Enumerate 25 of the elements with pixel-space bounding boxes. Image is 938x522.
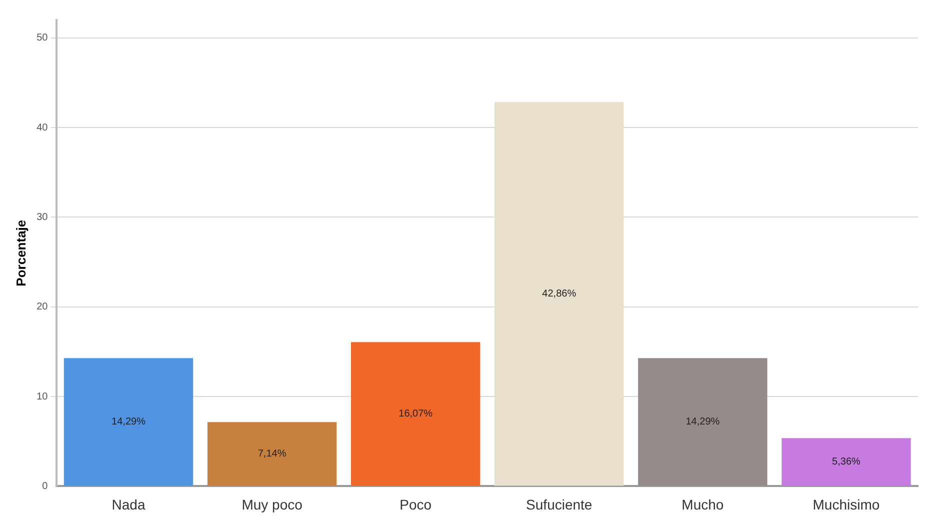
bar — [350, 342, 480, 486]
x-tick-label: Sufuciente — [526, 496, 592, 512]
x-tick-label: Nada — [112, 496, 146, 512]
y-tick-label: 10 — [36, 391, 48, 402]
data-label: 14,29% — [112, 416, 146, 428]
y-tick-label: 20 — [36, 302, 48, 313]
bar — [494, 102, 624, 486]
data-label: 42,86% — [542, 288, 576, 300]
data-label: 14,29% — [686, 416, 720, 428]
x-tick-label: Muchisimo — [812, 496, 880, 512]
data-label: 7,14% — [258, 448, 286, 460]
x-tick-label: Poco — [400, 496, 432, 512]
bar — [64, 358, 194, 486]
data-label: 16,07% — [398, 408, 433, 420]
data-label: 5,36% — [832, 456, 861, 468]
bar — [638, 358, 768, 486]
y-axis-title: Porcentaje — [13, 220, 28, 286]
bar — [782, 438, 911, 486]
y-tick-label: 0 — [42, 480, 48, 492]
x-tick-label: Mucho — [682, 496, 724, 512]
x-tick-label: Muy poco — [242, 496, 303, 512]
bar — [207, 422, 337, 486]
y-tick-label: 30 — [36, 212, 48, 223]
y-tick-label: 50 — [36, 32, 48, 44]
y-tick-label: 40 — [36, 122, 48, 134]
